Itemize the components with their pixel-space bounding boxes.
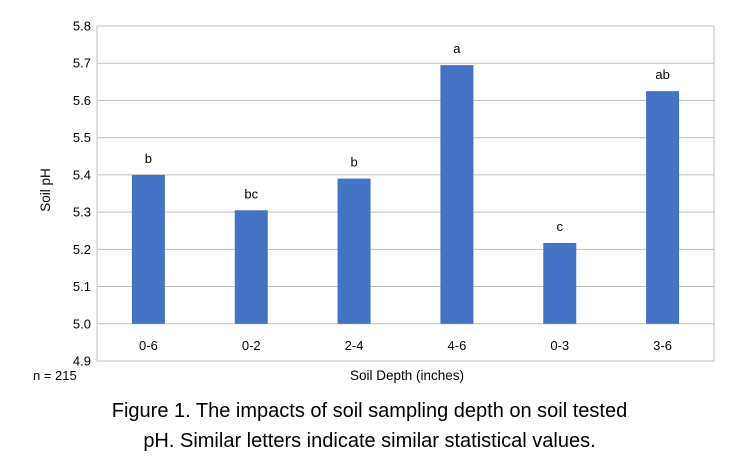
x-tick-label: 2-4 (345, 338, 364, 353)
significance-letter: b (145, 151, 152, 166)
y-tick-label: 4.9 (73, 354, 91, 369)
x-tick-labels: 0-6 0-2 2-4 4-6 0-3 3-6 (139, 338, 672, 353)
bar-0-2 (234, 210, 268, 324)
y-axis-title: Soil pH (38, 168, 53, 212)
x-tick-label: 3-6 (653, 338, 672, 353)
y-tick-label: 5.0 (73, 316, 91, 331)
y-tick-label: 5.1 (73, 279, 91, 294)
y-tick-label: 5.2 (73, 242, 91, 257)
significance-letter: b (350, 155, 357, 170)
y-tick-label: 5.4 (73, 167, 91, 182)
bar-0-3 (543, 243, 577, 324)
bars (131, 65, 680, 324)
gridlines (96, 25, 715, 362)
y-tick-label: 5.8 (73, 19, 91, 34)
bar-4-6 (440, 65, 474, 324)
bar-0-6 (131, 174, 165, 324)
significance-letter: c (557, 219, 564, 234)
caption-line-2: pH. Similar letters indicate similar sta… (143, 430, 596, 452)
figure-caption: Figure 1. The impacts of soil sampling d… (0, 396, 739, 456)
significance-letter: a (453, 41, 461, 56)
significance-labels: b bc b a c ab (145, 41, 670, 234)
y-tick-label: 5.6 (73, 93, 91, 108)
y-tick-labels: 4.9 5.0 5.1 5.2 5.3 5.4 5.5 5.6 5.7 5.8 (73, 19, 91, 369)
x-tick-label: 4-6 (448, 338, 467, 353)
significance-letter: bc (244, 186, 258, 201)
x-axis-title: Soil Depth (inches) (350, 368, 464, 383)
y-tick-label: 5.5 (73, 130, 91, 145)
caption-line-1: Figure 1. The impacts of soil sampling d… (111, 400, 628, 422)
x-tick-label: 0-2 (242, 338, 261, 353)
y-tick-label: 5.7 (73, 56, 91, 71)
sample-size-note: n = 215 (33, 368, 77, 383)
bar-chart: 4.9 5.0 5.1 5.2 5.3 5.4 5.5 5.6 5.7 5.8 0-6 0-2 2-4… (38, 19, 715, 383)
y-tick-label: 5.3 (73, 205, 91, 220)
significance-letter: ab (655, 67, 669, 82)
bar-2-4 (337, 178, 371, 324)
bar-3-6 (646, 91, 680, 324)
x-tick-label: 0-6 (139, 338, 158, 353)
x-tick-label: 0-3 (550, 338, 569, 353)
